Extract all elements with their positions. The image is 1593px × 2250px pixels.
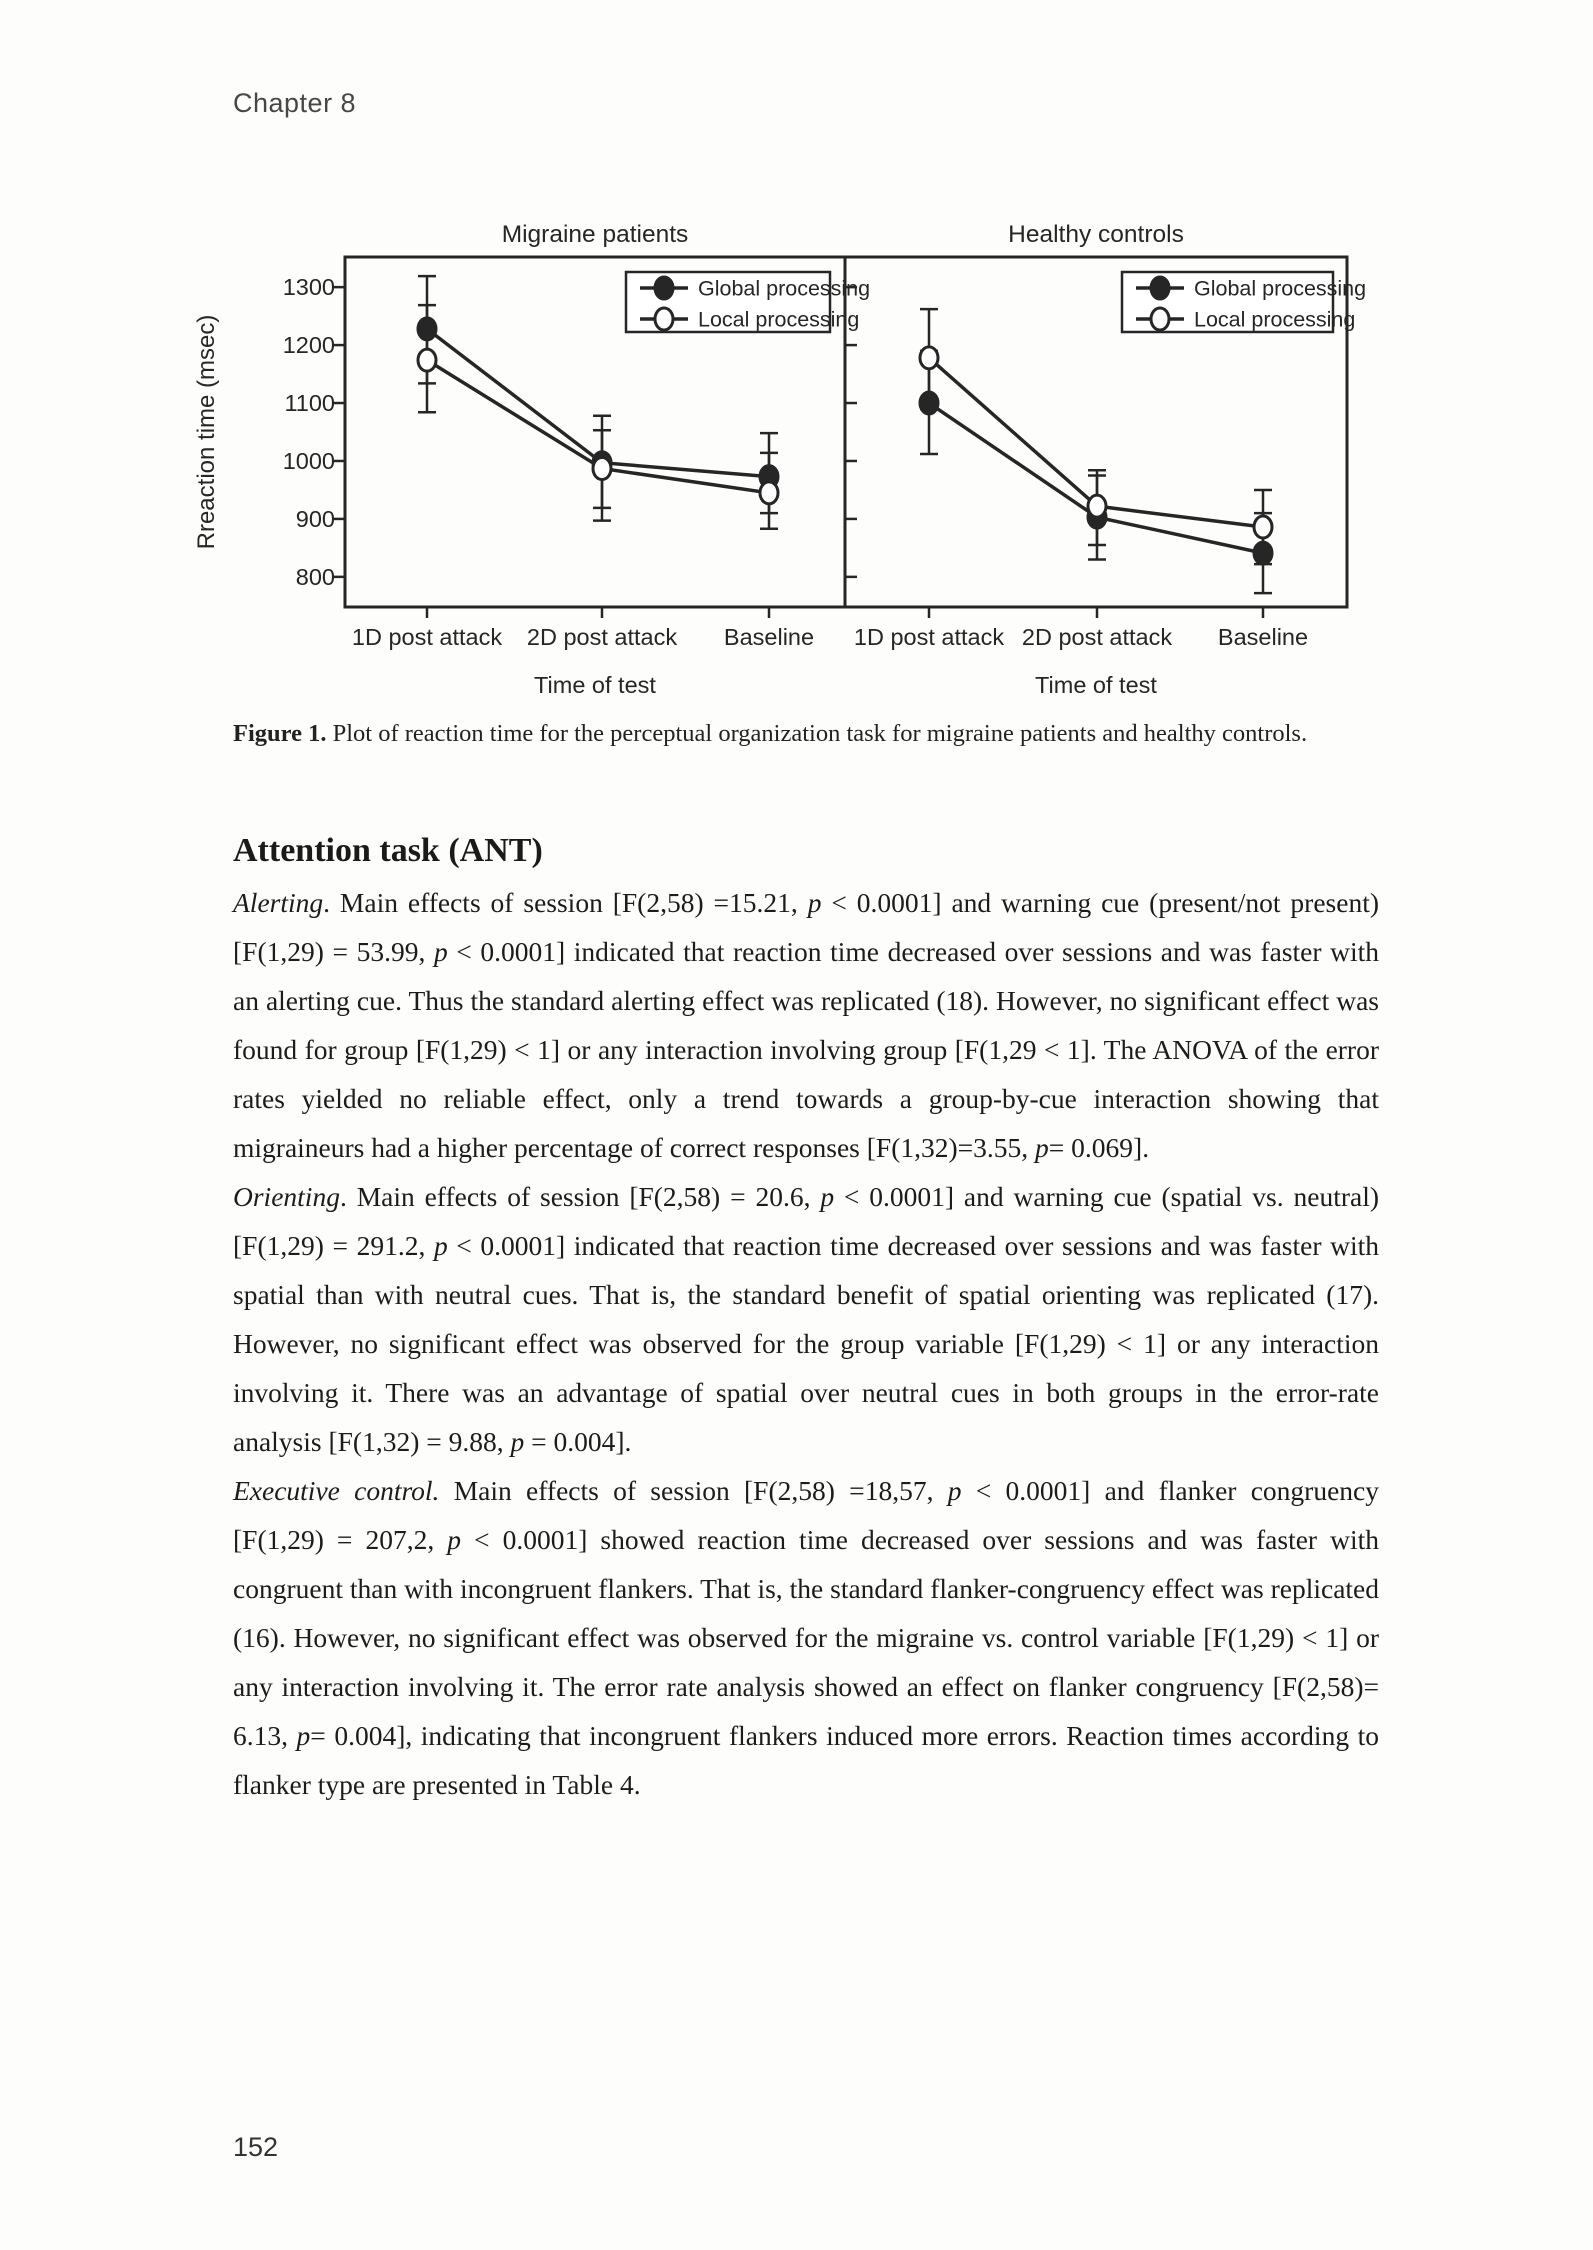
legend-label: Local processing: [1194, 308, 1355, 332]
series-markers-local: [918, 345, 1274, 540]
legend-marker: [653, 275, 675, 301]
section-heading: Attention task (ANT): [233, 832, 543, 869]
x-tick-label: 1D post attack: [854, 624, 1004, 650]
figure-1: Rreaction time (msec) 800 900 1000 1100 1200 1…: [178, 148, 1458, 733]
y-tick-label: 1000: [283, 448, 335, 474]
data-point-marker: [416, 347, 438, 373]
figure-caption-label: Figure 1.: [233, 720, 327, 747]
y-tick-label: 800: [296, 564, 335, 590]
x-tick-label: 2D post attack: [1022, 624, 1172, 650]
x-tick-label: 1D post attack: [352, 624, 502, 650]
figure-caption-text: Plot of reaction time for the perceptual…: [326, 720, 1308, 747]
data-point-marker: [918, 345, 940, 371]
x-tick-label: 2D post attack: [527, 624, 677, 650]
data-point-marker: [416, 316, 438, 342]
running-header: Chapter 8: [233, 88, 357, 118]
panel-title: Migraine patients: [502, 221, 689, 248]
data-point-marker: [591, 456, 613, 482]
data-point-marker: [1086, 493, 1108, 519]
data-point-marker: [1252, 540, 1274, 566]
chart-legend: Global processing Local processing: [1120, 270, 1366, 334]
reaction-time-chart: Rreaction time (msec) 800 900 1000 1100 1200 1…: [193, 221, 1366, 698]
legend-marker: [1149, 306, 1171, 332]
x-tick-label: Baseline: [724, 624, 814, 650]
data-point-marker: [758, 480, 780, 506]
body-paragraph: Executive control. Main effects of sessi…: [233, 1475, 1380, 1800]
legend-marker: [653, 306, 675, 332]
section-body: Alerting. Main effects of session [F(2,5…: [233, 878, 1379, 1809]
x-axis-label: Time of test: [1035, 672, 1157, 698]
chart-panel-healthy: Healthy controls 1D post attack 2D post at…: [843, 221, 1366, 698]
legend-marker: [1149, 275, 1171, 301]
body-paragraph: Alerting. Main effects of session [F(2,5…: [233, 887, 1379, 1163]
page-number: 152: [233, 2132, 279, 2162]
y-axis-label: Rreaction time (msec): [193, 315, 220, 550]
x-tick-label: Baseline: [1218, 624, 1308, 650]
y-tick-label: 900: [296, 506, 335, 532]
legend-label: Global processing: [698, 277, 870, 301]
legend-label: Local processing: [698, 308, 859, 332]
y-tick-label: 1200: [283, 332, 335, 358]
panel-title: Healthy controls: [1008, 221, 1184, 248]
body-paragraph: Orienting. Main effects of session [F(2,…: [233, 1181, 1379, 1457]
series-markers-local: [416, 347, 780, 506]
x-axis-label: Time of test: [534, 672, 656, 698]
figure-caption: Figure 1. Plot of reaction time for the …: [233, 720, 1393, 748]
legend-label: Global processing: [1194, 277, 1366, 301]
data-point-marker: [918, 390, 940, 416]
chart-panel-migraine: Migraine patients 1D post attack 2D post a…: [333, 221, 870, 698]
chart-legend: Global processing Local processing: [624, 270, 870, 334]
data-point-marker: [1252, 514, 1274, 540]
y-tick-label: 1100: [284, 390, 335, 416]
y-tick-label: 1300: [283, 274, 335, 300]
